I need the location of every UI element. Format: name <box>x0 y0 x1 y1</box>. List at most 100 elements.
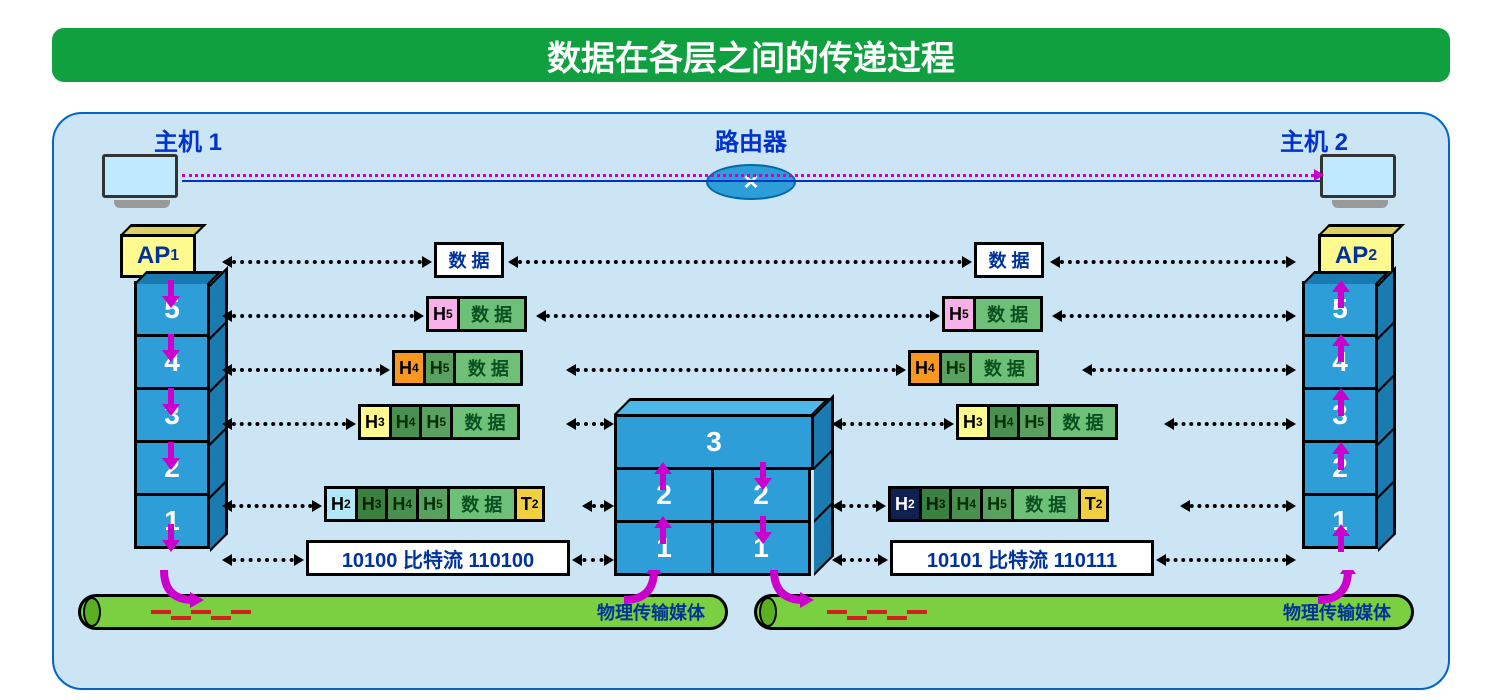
t2-seg: T2 <box>1078 486 1110 522</box>
dot-arrow <box>584 504 612 508</box>
data-seg: 数 据 <box>447 486 517 522</box>
bitstream-left: 10100 比特流 110100 <box>306 540 570 576</box>
h3-seg: H3 <box>358 404 392 440</box>
pdu-data-right: 数 据 <box>974 242 1044 278</box>
dot-arrow <box>224 504 320 508</box>
flow-down-icon <box>754 516 772 544</box>
pdu-l4-right: H4 H5 数 据 <box>908 350 1039 386</box>
dot-arrow <box>568 368 904 372</box>
flow-down-icon <box>162 388 180 416</box>
curve-up-icon <box>1308 570 1358 610</box>
h2-seg: H2 <box>888 486 922 522</box>
dot-arrow <box>538 314 938 318</box>
flow-down-icon <box>754 462 772 490</box>
router-label: 路由器 <box>715 122 787 157</box>
data-seg: 数 据 <box>973 296 1043 332</box>
h3-seg: H3 <box>956 404 990 440</box>
h2-seg: H2 <box>324 486 358 522</box>
logical-dotted-line <box>182 174 1320 177</box>
data-seg: 数 据 <box>1048 404 1118 440</box>
host2-label: 主机 2 <box>1280 122 1348 157</box>
flow-up-icon <box>1332 280 1350 308</box>
diagram-panel: 主机 1 路由器 主机 2 ✕ AP1 5 4 3 2 1 AP2 5 4 3 … <box>52 112 1450 690</box>
h4-dim-seg: H4 <box>385 486 419 522</box>
host1-monitor <box>102 154 182 214</box>
h4-seg: H4 <box>908 350 942 386</box>
h5-dim-seg: H5 <box>1017 404 1051 440</box>
stack-3d-side <box>1378 284 1396 549</box>
host2-monitor <box>1320 154 1400 214</box>
curve-up-icon <box>614 570 664 610</box>
dot-arrow <box>834 422 952 426</box>
data-seg: 数 据 <box>457 296 527 332</box>
flow-up-icon <box>1332 524 1350 552</box>
curve-down-icon <box>764 570 814 610</box>
pdu-l5-right: H5 数 据 <box>942 296 1043 332</box>
dot-arrow <box>224 314 422 318</box>
flow-down-icon <box>162 442 180 470</box>
data-seg: 数 据 <box>453 350 523 386</box>
data-seg: 数 据 <box>974 242 1044 278</box>
router-layer-3: 3 <box>614 414 814 470</box>
h5-dim-seg: H5 <box>939 350 973 386</box>
signal-wave-icon <box>151 610 251 614</box>
dot-arrow <box>568 422 612 426</box>
ap2-3d-top <box>1319 224 1405 234</box>
flow-up-icon <box>1332 442 1350 470</box>
pdu-l3-right: H3 H4 H5 数 据 <box>956 404 1118 440</box>
h5-dim-seg: H5 <box>980 486 1014 522</box>
curve-down-icon <box>154 570 204 610</box>
signal-wave-icon <box>827 610 927 614</box>
router-icon: ✕ <box>706 164 796 200</box>
host1-label: 主机 1 <box>154 122 222 157</box>
dot-arrow <box>574 558 612 562</box>
flow-up-icon <box>654 516 672 544</box>
host2-stack: 5 4 3 2 1 <box>1302 284 1378 549</box>
dot-arrow <box>224 368 388 372</box>
dot-arrow <box>1182 504 1294 508</box>
h5-dim-seg: H5 <box>423 350 457 386</box>
h3-dim-seg: H3 <box>919 486 953 522</box>
router-3d-side <box>814 414 834 576</box>
data-seg: 数 据 <box>450 404 520 440</box>
h4-dim-seg: H4 <box>389 404 423 440</box>
h5-dim-seg: H5 <box>419 404 453 440</box>
pdu-l2-right: H2 H3 H4 H5 数 据 T2 <box>888 486 1109 522</box>
flow-down-icon <box>162 524 180 552</box>
flow-down-icon <box>162 280 180 308</box>
pdu-data-left: 数 据 <box>434 242 504 278</box>
dot-arrow <box>1052 260 1294 264</box>
dot-arrow <box>1054 314 1294 318</box>
dot-arrow <box>224 558 302 562</box>
host1-stack: 5 4 3 2 1 <box>134 284 210 549</box>
dot-arrow <box>834 558 886 562</box>
router-3d-top <box>614 398 830 414</box>
flow-up-icon <box>1332 388 1350 416</box>
pipe-cap-icon <box>83 597 101 627</box>
ap1-3d-top <box>121 224 207 234</box>
h4-dim-seg: H4 <box>987 404 1021 440</box>
router-stack: 3 2 2 1 1 <box>614 414 814 576</box>
t2-seg: T2 <box>514 486 546 522</box>
flow-down-icon <box>162 334 180 362</box>
h5-seg: H5 <box>426 296 460 332</box>
h5-dim-seg: H5 <box>416 486 450 522</box>
bitstream-right: 10101 比特流 110111 <box>890 540 1154 576</box>
h4-seg: H4 <box>392 350 426 386</box>
pdu-l4-left: H4 H5 数 据 <box>392 350 523 386</box>
dot-arrow <box>224 260 430 264</box>
h5-seg: H5 <box>942 296 976 332</box>
data-seg: 数 据 <box>969 350 1039 386</box>
title-banner: 数据在各层之间的传递过程 <box>52 28 1450 82</box>
dot-arrow <box>1158 558 1294 562</box>
pdu-l5-left: H5 数 据 <box>426 296 527 332</box>
dot-arrow <box>224 422 354 426</box>
title-text: 数据在各层之间的传递过程 <box>547 31 955 80</box>
h3-dim-seg: H3 <box>355 486 389 522</box>
logical-arrow-icon <box>1314 169 1324 181</box>
logical-solid-line <box>182 180 1320 182</box>
pdu-l3-left: H3 H4 H5 数 据 <box>358 404 520 440</box>
data-seg: 数 据 <box>434 242 504 278</box>
dot-arrow <box>1166 422 1294 426</box>
flow-up-icon <box>654 462 672 490</box>
